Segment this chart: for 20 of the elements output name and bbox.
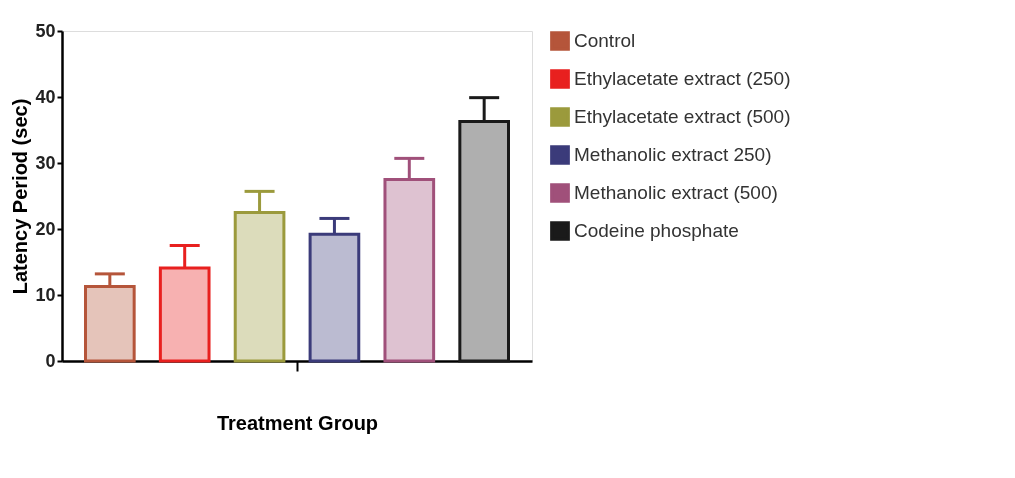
legend-label: Codeine phosphate (574, 220, 739, 241)
bar (308, 232, 361, 363)
x-axis-title: Treatment Group (216, 411, 379, 434)
y-tick-label: 50 (35, 20, 56, 41)
bar (233, 211, 286, 363)
legend-label: Control (574, 30, 636, 51)
bar (383, 178, 436, 363)
y-tick-label: 20 (35, 218, 56, 239)
legend-label: Methanolic extract 250) (574, 144, 772, 165)
bar (458, 119, 510, 363)
bar (84, 284, 136, 363)
legend-label: Ethylacetate extract (250) (574, 68, 791, 89)
y-tick-label: 30 (35, 152, 56, 173)
legend-label: Ethylacetate extract (500) (574, 106, 791, 127)
y-tick-label: 40 (35, 86, 56, 107)
y-tick-label: 0 (45, 350, 56, 371)
legend-label: Methanolic extract (500) (574, 182, 778, 203)
y-tick-label: 10 (35, 284, 56, 305)
y-axis-title: Latency Period (sec) (9, 98, 32, 295)
bar (158, 266, 211, 363)
